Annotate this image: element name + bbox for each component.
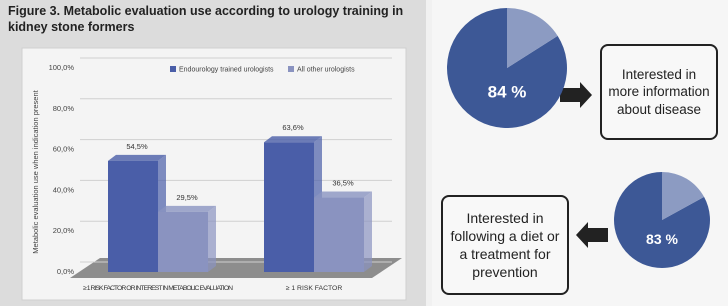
y-tick-label: 20,0%	[53, 226, 75, 235]
callout: Interested in more information about dis…	[600, 44, 718, 140]
bar-side	[208, 205, 216, 272]
bar	[158, 211, 208, 272]
bar-side	[364, 191, 372, 272]
pie-slice	[662, 172, 705, 220]
legend-label: Endourology trained urologists	[179, 66, 274, 73]
bar-top	[314, 191, 372, 198]
bar	[264, 142, 314, 272]
value-label: 36,5%	[332, 179, 354, 188]
legend-label: All other urologists	[297, 66, 355, 73]
chart-title: Figure 3. Metabolic evaluation use accor…	[8, 4, 404, 34]
y-tick-label: 60,0%	[53, 145, 75, 154]
callout: Interested in following a diet or a trea…	[441, 195, 569, 295]
bar	[314, 197, 364, 272]
y-tick-label: 40,0%	[53, 185, 75, 194]
bar-top	[264, 136, 322, 143]
pie-slice	[447, 8, 568, 129]
bar-top	[108, 154, 166, 161]
value-label: 63,6%	[282, 123, 304, 132]
y-axis-label: Metabolic evaluation use when indication…	[31, 89, 40, 253]
bar-top	[158, 205, 216, 212]
legend-swatch	[170, 66, 176, 72]
legend-swatch	[288, 66, 294, 72]
y-tick-label: 0,0%	[57, 267, 74, 276]
y-tick-label: 100,0%	[49, 63, 75, 72]
x-tick-label: ≥ 1 RISK FACTOR	[286, 285, 343, 292]
pie-label: 84 %	[488, 83, 527, 102]
value-label: 54,5%	[126, 142, 148, 151]
pie-slice	[507, 8, 558, 68]
pie-label: 83 %	[646, 231, 678, 247]
bar	[108, 160, 158, 272]
x-tick-label: ≥ 1 RISK FACTOR OR INTEREST IN METABOLIC…	[83, 285, 233, 292]
value-label: 29,5%	[176, 193, 198, 202]
y-tick-label: 80,0%	[53, 104, 75, 113]
arrow	[560, 82, 592, 108]
arrow	[576, 222, 608, 248]
